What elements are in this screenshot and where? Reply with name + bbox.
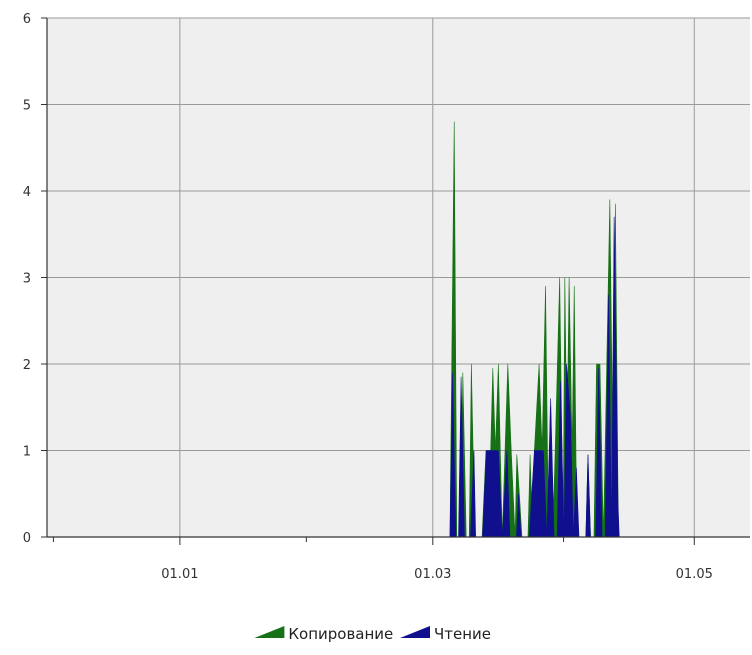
legend-item: Чтение: [400, 625, 491, 643]
y-tick-label: 6: [23, 12, 31, 27]
legend-label: Копирование: [288, 625, 393, 643]
legend-item: Копирование: [254, 625, 393, 643]
y-tick-label: 0: [23, 531, 31, 546]
y-axis-ticks: 0 1 2 3 4 5 6: [23, 12, 47, 546]
y-tick-label: 4: [23, 185, 31, 200]
x-tick-label: 01.05: [676, 567, 713, 582]
y-tick-label: 1: [23, 445, 31, 460]
legend-swatch: [400, 626, 430, 638]
x-tick-label: 01.01: [161, 567, 198, 582]
x-axis-ticks: 01.01 01.03 01.05: [52, 537, 713, 582]
legend-swatch: [254, 626, 285, 638]
y-tick-label: 2: [23, 358, 31, 373]
y-tick-label: 5: [23, 99, 31, 114]
x-tick-label: 01.03: [414, 567, 451, 582]
gridlines: [47, 17, 750, 537]
y-tick-label: 3: [23, 272, 31, 287]
legend-label: Чтение: [434, 625, 491, 643]
legend: Копирование Чтение: [254, 625, 491, 643]
